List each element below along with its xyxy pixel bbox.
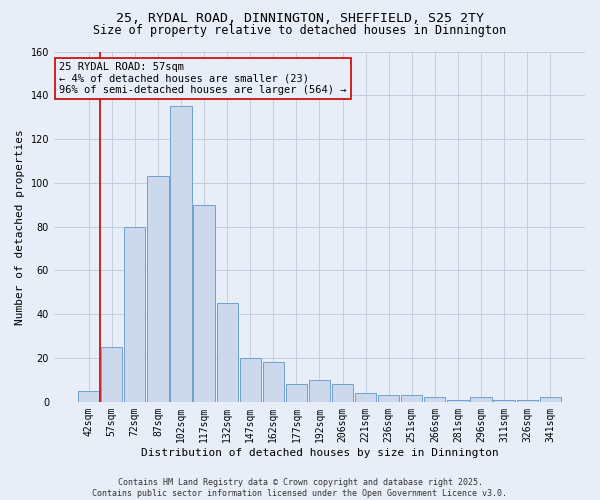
Bar <box>378 396 400 402</box>
Bar <box>217 304 238 402</box>
Text: Contains HM Land Registry data © Crown copyright and database right 2025.
Contai: Contains HM Land Registry data © Crown c… <box>92 478 508 498</box>
Text: 25, RYDAL ROAD, DINNINGTON, SHEFFIELD, S25 2TY: 25, RYDAL ROAD, DINNINGTON, SHEFFIELD, S… <box>116 12 484 26</box>
X-axis label: Distribution of detached houses by size in Dinnington: Distribution of detached houses by size … <box>140 448 499 458</box>
Bar <box>539 398 561 402</box>
Bar <box>517 400 538 402</box>
Bar <box>101 347 122 402</box>
Bar <box>170 106 191 402</box>
Bar <box>286 384 307 402</box>
Bar <box>332 384 353 402</box>
Bar <box>239 358 261 402</box>
Bar <box>355 393 376 402</box>
Bar <box>263 362 284 402</box>
Bar <box>193 205 215 402</box>
Bar <box>401 396 422 402</box>
Bar <box>470 398 491 402</box>
Bar <box>309 380 330 402</box>
Text: Size of property relative to detached houses in Dinnington: Size of property relative to detached ho… <box>94 24 506 37</box>
Bar <box>124 226 145 402</box>
Text: 25 RYDAL ROAD: 57sqm
← 4% of detached houses are smaller (23)
96% of semi-detach: 25 RYDAL ROAD: 57sqm ← 4% of detached ho… <box>59 62 347 95</box>
Y-axis label: Number of detached properties: Number of detached properties <box>15 129 25 324</box>
Bar <box>448 400 469 402</box>
Bar <box>493 400 515 402</box>
Bar <box>147 176 169 402</box>
Bar <box>424 398 445 402</box>
Bar <box>78 391 99 402</box>
